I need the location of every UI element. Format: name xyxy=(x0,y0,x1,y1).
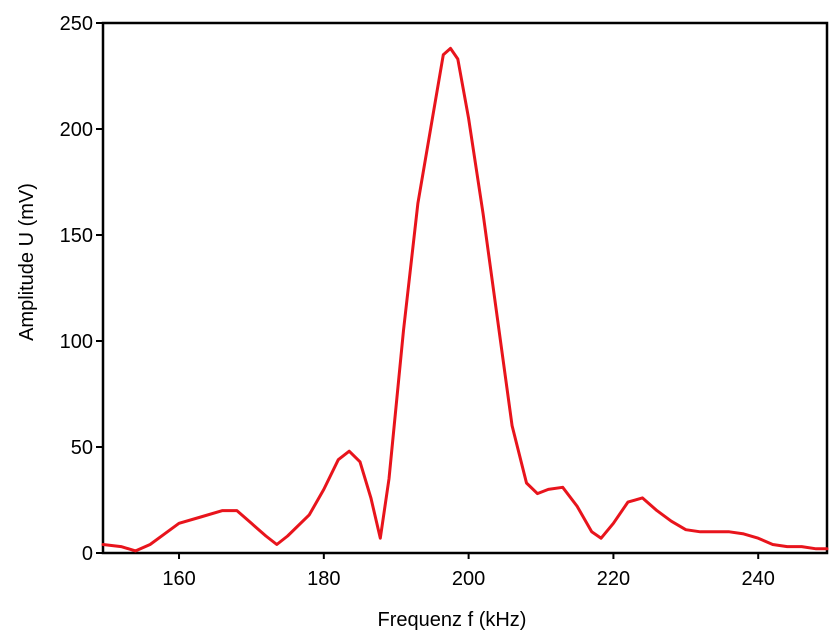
y-axis-title: Amplitude U (mV) xyxy=(16,183,38,341)
y-tick-label: 200 xyxy=(60,119,93,141)
y-axis-ticks: 0 50 100 150 200 250 xyxy=(60,13,103,565)
y-tick-label: 50 xyxy=(71,437,93,459)
y-tick-label: 150 xyxy=(60,225,93,247)
y-tick-label: 0 xyxy=(82,543,93,565)
plot-area xyxy=(101,21,829,555)
x-tick-label: 180 xyxy=(307,568,340,590)
y-tick-label: 250 xyxy=(60,13,93,35)
x-tick-label: 160 xyxy=(162,568,195,590)
plot-frame xyxy=(101,21,829,555)
x-axis-title: Frequenz f (kHz) xyxy=(378,609,527,631)
x-tick-label: 240 xyxy=(742,568,775,590)
y-tick-label: 100 xyxy=(60,331,93,353)
series-line-0 xyxy=(101,46,829,553)
x-axis-ticks: 160 180 200 220 240 xyxy=(162,553,775,590)
x-tick-label: 200 xyxy=(452,568,485,590)
x-tick-label: 220 xyxy=(597,568,630,590)
